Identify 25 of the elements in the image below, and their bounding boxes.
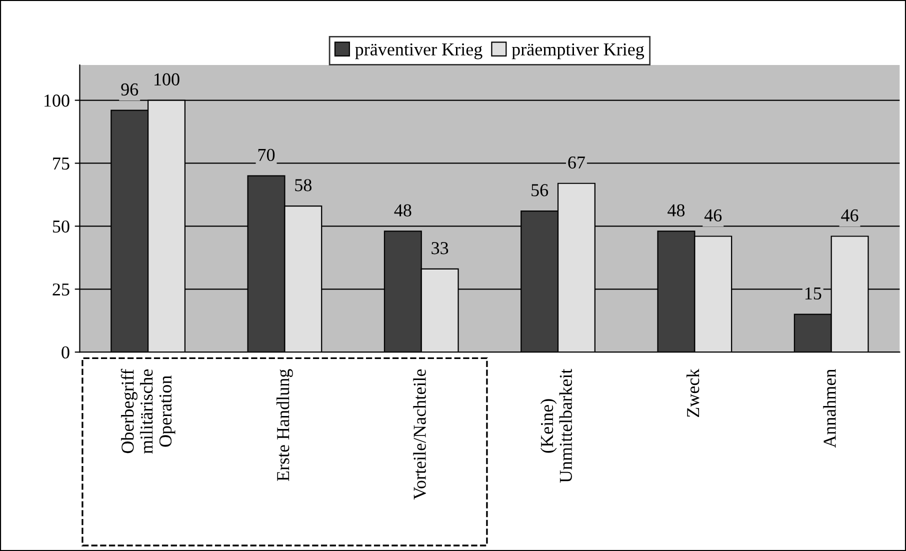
y-tick-label: 50	[53, 220, 70, 233]
x-tick-label: (Keine) Unmittelbarkeit	[540, 368, 572, 483]
data-label: 96	[121, 83, 138, 96]
data-label: 15	[805, 287, 822, 300]
data-label: 46	[841, 209, 858, 222]
legend-label: präemptiver Krieg	[512, 43, 644, 60]
data-label: 46	[704, 209, 722, 222]
legend-label: präventiver Krieg	[355, 43, 482, 60]
data-label: 70	[258, 148, 275, 162]
data-label: 67	[568, 156, 585, 169]
data-label: 33	[432, 242, 448, 254]
data-label: 56	[532, 184, 548, 196]
y-tick-label: 25	[52, 283, 70, 296]
y-tick-label: 0	[62, 346, 70, 359]
data-label: 58	[295, 179, 312, 192]
data-label: 48	[668, 204, 685, 216]
data-label: 100	[154, 73, 180, 86]
x-tick-label: Oberbegriff militärische Operation	[120, 368, 176, 454]
data-label: 48	[394, 204, 412, 216]
x-tick-label: Erste Handlung	[276, 369, 293, 482]
x-tick-label: Vorteile/Nachteile	[413, 369, 426, 500]
y-tick-label: 75	[53, 158, 70, 170]
x-tick-label: Zweck	[686, 368, 700, 418]
x-tick-label: Annahmen	[823, 369, 836, 448]
y-tick-label: 100	[44, 94, 70, 107]
